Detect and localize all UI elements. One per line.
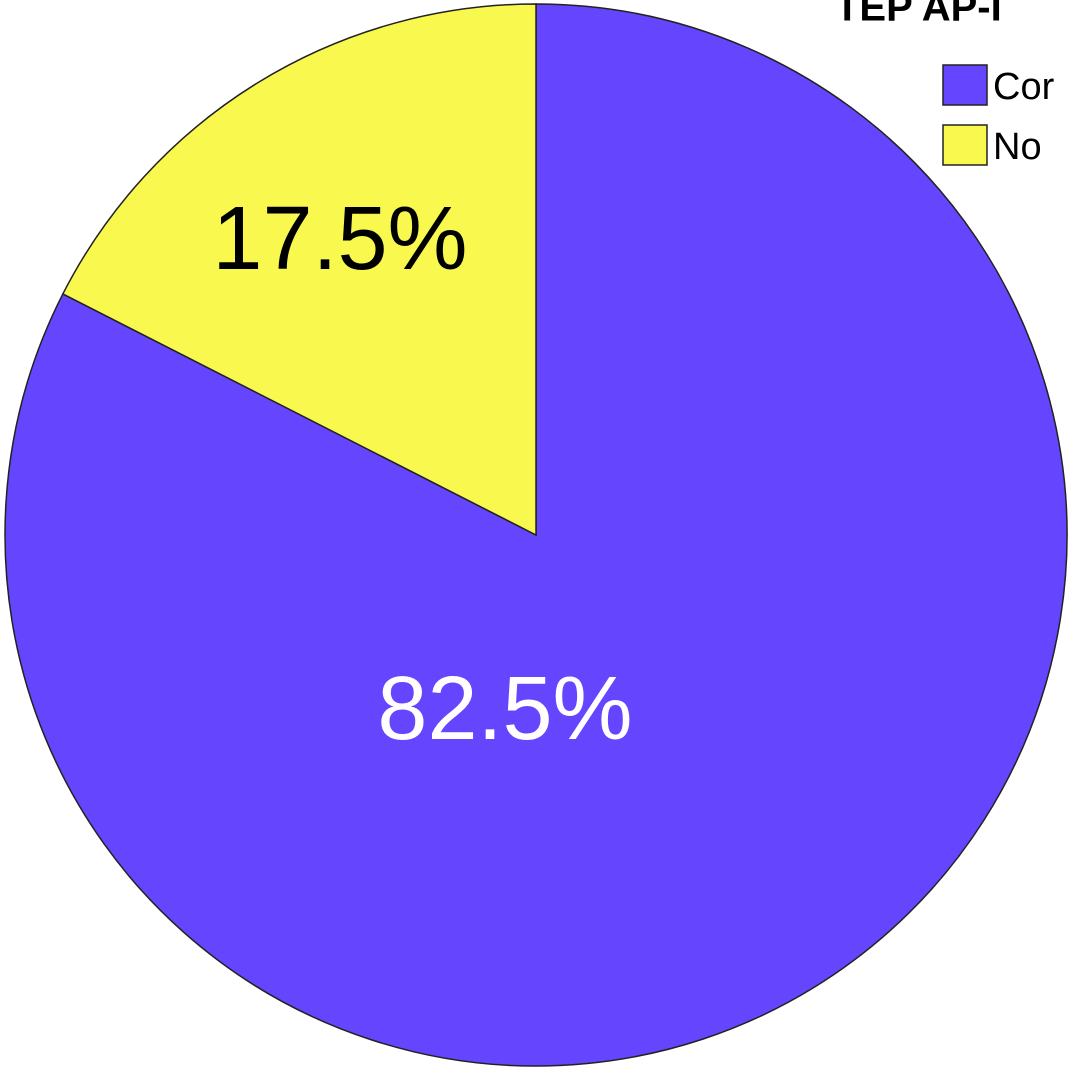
legend-swatch [942,124,988,166]
slice-label: 82.5% [377,659,632,759]
pie-slice [4,3,1068,1067]
legend-title: TEP AP-I [835,0,1002,30]
slice-label: 17.5% [212,189,467,289]
legend-label: Cor [993,66,1055,108]
legend-label: No [993,126,1042,168]
pie-slice [61,3,537,537]
legend-swatch [942,64,988,106]
